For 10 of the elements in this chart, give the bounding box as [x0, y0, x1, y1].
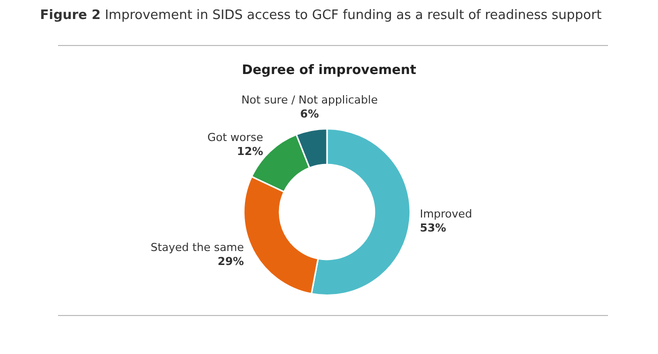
slice-label: Not sure / Not applicable	[241, 93, 378, 106]
slice-label: Improved	[420, 208, 472, 221]
data-label: 53%	[420, 222, 446, 235]
slice-label: Got worse	[207, 130, 264, 144]
data-label: 6%	[300, 107, 319, 120]
chart-subtitle: Degree of improvement	[240, 63, 418, 78]
data-label: 12%	[236, 144, 264, 158]
chart-title: Figure 2 Improvement in SIDS access to GCF funding as a result of readiness support	[40, 8, 602, 23]
data-label: 29%	[218, 255, 244, 268]
slice-label: Stayed the same	[150, 241, 244, 254]
